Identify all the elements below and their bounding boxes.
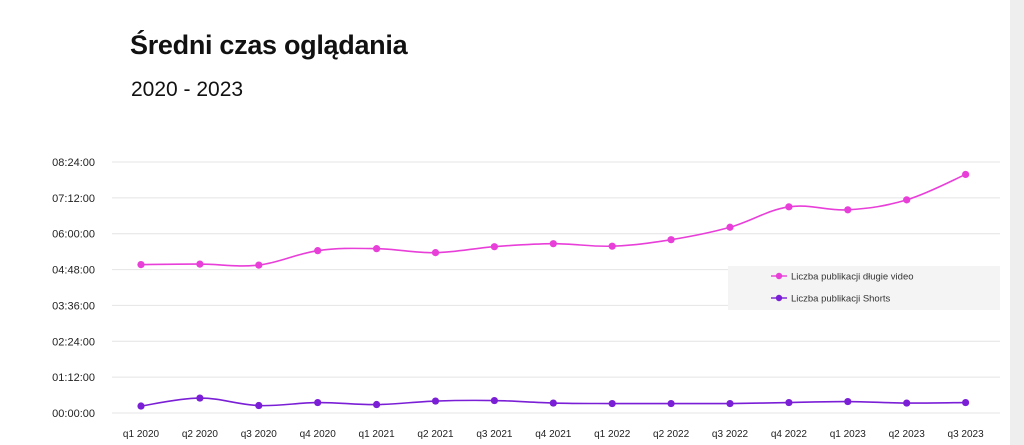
- data-point-1: [785, 398, 793, 407]
- x-tick-label: q3 2021: [476, 429, 513, 440]
- data-point-0: [196, 260, 204, 268]
- data-point-1: [314, 398, 322, 407]
- data-point-0: [137, 260, 145, 269]
- data-point-1: [255, 401, 263, 410]
- x-tick-label: q1 2022: [594, 429, 631, 440]
- legend-marker: [775, 272, 783, 280]
- data-point-1: [726, 399, 734, 408]
- y-tick-label: 02:24:00: [52, 336, 95, 348]
- y-tick-label: 06:00:00: [52, 229, 95, 241]
- legend-box: [728, 266, 1000, 310]
- y-tick-label: 03:36:00: [52, 300, 95, 312]
- data-point-0: [667, 236, 675, 244]
- data-point-1: [490, 396, 498, 405]
- data-point-0: [844, 206, 852, 214]
- data-point-1: [962, 398, 970, 407]
- chart-title: Średni czas oglądania: [130, 30, 408, 60]
- data-point-0: [373, 245, 381, 253]
- x-tick-label: q3 2020: [241, 429, 278, 440]
- data-point-1: [431, 397, 440, 405]
- x-tick-label: q4 2022: [771, 429, 808, 440]
- data-point-1: [137, 402, 145, 410]
- data-point-0: [549, 240, 557, 248]
- y-tick-label: 00:00:00: [52, 408, 95, 420]
- x-tick-label: q1 2021: [359, 429, 396, 440]
- x-tick-label: q4 2020: [300, 429, 337, 440]
- x-tick-label: q2 2020: [182, 429, 219, 440]
- y-tick-label: 01:12:00: [52, 372, 95, 384]
- data-point-1: [608, 399, 616, 408]
- data-point-0: [255, 261, 263, 269]
- y-tick-label: 07:12:00: [52, 193, 95, 205]
- y-tick-label: 04:48:00: [52, 265, 95, 277]
- x-tick-label: q4 2021: [535, 429, 572, 440]
- data-point-1: [549, 399, 557, 407]
- data-point-0: [962, 170, 970, 179]
- series-line-0: [140, 173, 966, 267]
- y-tick-label: 08:24:00: [52, 157, 95, 169]
- data-point-1: [667, 399, 675, 408]
- x-tick-label: q2 2022: [653, 429, 690, 440]
- data-point-1: [903, 399, 911, 407]
- data-point-0: [490, 243, 498, 251]
- x-tick-label: q2 2021: [417, 429, 454, 440]
- data-point-0: [314, 247, 322, 255]
- data-point-0: [785, 203, 793, 211]
- legend-marker: [775, 294, 783, 302]
- x-tick-label: q1 2023: [830, 429, 867, 440]
- data-point-0: [608, 242, 616, 250]
- chart-subtitle: 2020 - 2023: [131, 78, 244, 101]
- x-tick-label: q1 2020: [123, 429, 160, 440]
- x-tick-label: q3 2023: [948, 429, 985, 440]
- data-point-0: [726, 223, 734, 231]
- legend-label: Liczba publikacji długie video: [791, 272, 914, 283]
- data-point-0: [903, 196, 911, 204]
- data-point-1: [844, 397, 852, 406]
- data-point-0: [431, 249, 440, 257]
- x-tick-label: q3 2022: [712, 429, 749, 440]
- legend-label: Liczba publikacji Shorts: [791, 294, 891, 305]
- data-point-1: [196, 394, 204, 402]
- x-tick-label: q2 2023: [889, 429, 926, 440]
- data-point-1: [373, 400, 381, 409]
